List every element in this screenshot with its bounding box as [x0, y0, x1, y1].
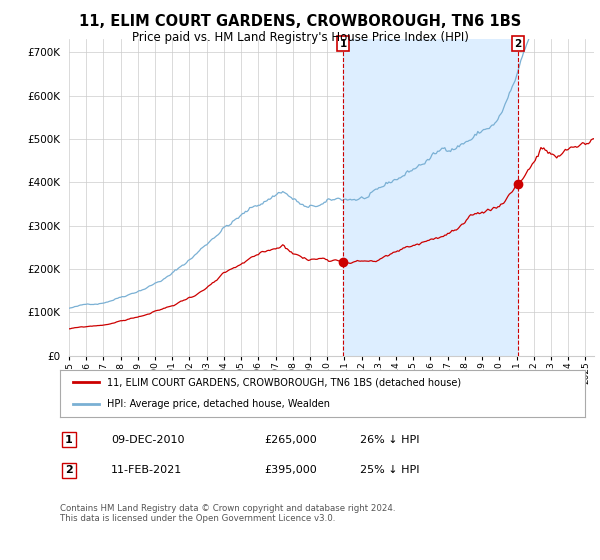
Text: 25% ↓ HPI: 25% ↓ HPI [360, 465, 419, 475]
Text: 11, ELIM COURT GARDENS, CROWBOROUGH, TN6 1BS (detached house): 11, ELIM COURT GARDENS, CROWBOROUGH, TN6… [107, 377, 461, 388]
Text: Contains HM Land Registry data © Crown copyright and database right 2024.
This d: Contains HM Land Registry data © Crown c… [60, 504, 395, 524]
Text: 1: 1 [340, 39, 347, 49]
Text: 11-FEB-2021: 11-FEB-2021 [111, 465, 182, 475]
Text: 1: 1 [65, 435, 73, 445]
Text: 09-DEC-2010: 09-DEC-2010 [111, 435, 185, 445]
Text: £395,000: £395,000 [264, 465, 317, 475]
Bar [343, 39, 518, 356]
Text: HPI: Average price, detached house, Wealden: HPI: Average price, detached house, Weal… [107, 399, 330, 409]
Text: Price paid vs. HM Land Registry's House Price Index (HPI): Price paid vs. HM Land Registry's House … [131, 31, 469, 44]
Text: 11, ELIM COURT GARDENS, CROWBOROUGH, TN6 1BS: 11, ELIM COURT GARDENS, CROWBOROUGH, TN6… [79, 14, 521, 29]
Text: 2: 2 [65, 465, 73, 475]
Text: 2: 2 [514, 39, 521, 49]
Text: 26% ↓ HPI: 26% ↓ HPI [360, 435, 419, 445]
Text: £265,000: £265,000 [264, 435, 317, 445]
